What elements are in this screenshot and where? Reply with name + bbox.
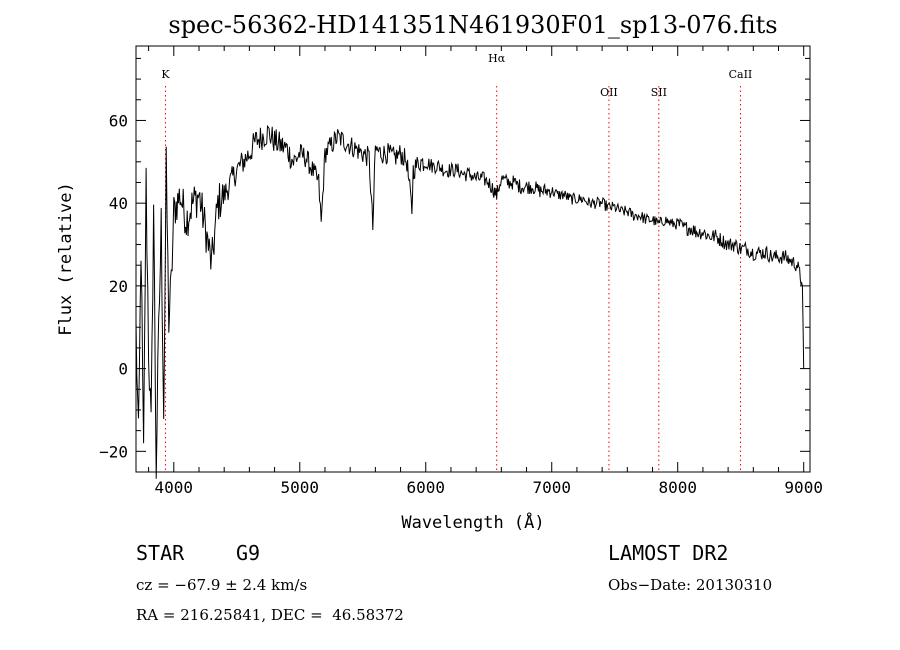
plot-frame <box>135 45 811 473</box>
y-tick-label: 60 <box>109 111 128 130</box>
spectral-line-label: OII <box>600 86 618 99</box>
x-axis-label: Wavelength (Å) <box>401 511 544 533</box>
coordinates-text: RA = 216.25841, DEC = 46.58372 <box>136 606 404 624</box>
spectral-line-label: Hα <box>488 52 506 65</box>
survey-label: LAMOST DR2 <box>608 541 728 565</box>
y-axis-label: Flux (relative) <box>56 182 76 336</box>
spectral-line-label: K <box>161 68 170 81</box>
redshift-text: cz = −67.9 ± 2.4 km/s <box>136 576 307 594</box>
spectral-line-label: SII <box>651 86 667 99</box>
chart-title: spec-56362-HD141351N461930F01_sp13-076.f… <box>168 11 777 39</box>
x-tick-label: 8000 <box>658 478 697 497</box>
y-tick-label: −20 <box>99 442 128 461</box>
spectral-line-markers: K Hα OII SII CaII <box>161 52 752 472</box>
x-tick-label: 5000 <box>281 478 320 497</box>
spectrum-line <box>135 124 805 479</box>
obs-date: Obs−Date: 20130310 <box>608 576 772 594</box>
y-tick-label: 20 <box>109 277 128 296</box>
subclass: G9 <box>236 541 260 565</box>
x-tick-label: 9000 <box>784 478 823 497</box>
y-tick-labels: −20 0 20 40 60 <box>99 111 128 461</box>
axis-ticks <box>136 46 810 473</box>
x-tick-label: 4000 <box>155 478 194 497</box>
object-class: STAR <box>136 541 185 565</box>
spectral-line-label: CaII <box>729 68 753 81</box>
y-tick-label: 40 <box>109 194 128 213</box>
x-tick-label: 6000 <box>406 478 445 497</box>
y-tick-label: 0 <box>118 360 128 379</box>
x-tick-labels: 4000 5000 6000 7000 8000 9000 <box>155 478 823 497</box>
x-tick-label: 7000 <box>532 478 571 497</box>
